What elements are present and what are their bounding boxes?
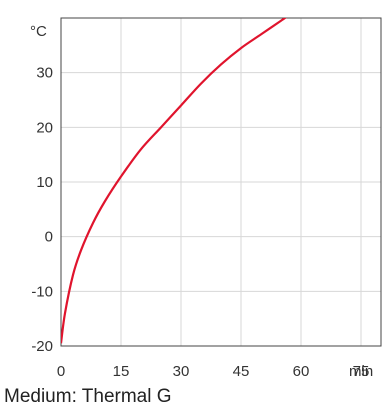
y-axis-unit: °C — [30, 23, 47, 40]
y-tick-label: -20 — [31, 338, 53, 355]
y-tick-labels: -20 -10 0 10 20 30 — [31, 65, 53, 355]
y-tick-label: 10 — [36, 174, 53, 191]
medium-caption: Medium: Thermal G — [4, 386, 172, 407]
x-axis-unit: min — [349, 363, 373, 380]
y-tick-label: 20 — [36, 119, 53, 136]
x-tick-label: 0 — [57, 363, 65, 380]
y-tick-label: 0 — [45, 229, 53, 246]
series-line — [61, 18, 287, 344]
x-tick-label: 45 — [233, 363, 250, 380]
chart: -20 -10 0 10 20 30 0 15 30 45 60 75 °C min — [30, 17, 382, 380]
plot-frame — [60, 17, 382, 347]
x-tick-label: 15 — [113, 363, 130, 380]
x-tick-labels: 0 15 30 45 60 75 — [57, 363, 370, 380]
x-tick-label: 30 — [173, 363, 190, 380]
gridlines — [61, 18, 381, 346]
x-tick-label: 60 — [293, 363, 310, 380]
y-tick-label: -10 — [31, 283, 53, 300]
x-tick-label: 75 — [353, 363, 370, 380]
y-tick-label: 30 — [36, 65, 53, 82]
